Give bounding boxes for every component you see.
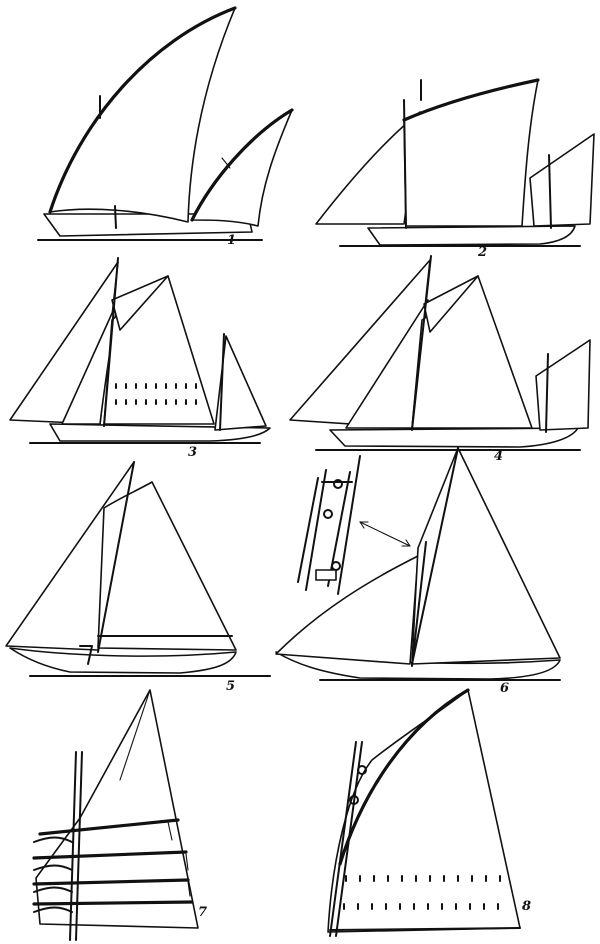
figure-1-lateen-rig: 1 <box>37 6 294 248</box>
figure-4-gaff-topsail <box>423 275 479 333</box>
figure-1-mizzen-yard <box>190 108 294 222</box>
figure-8-lower-traveller <box>349 795 359 805</box>
figure-6-detail-clamp <box>315 569 337 581</box>
figure-7-sheets <box>119 689 191 897</box>
figure-4-mizzen-sail <box>535 339 591 431</box>
figure-1-main-sail <box>49 7 236 223</box>
figure-6-detail-spar-b <box>305 469 327 591</box>
figure-6-detail-spar-a <box>297 477 319 583</box>
figure-1-mizzen-mast <box>221 157 231 169</box>
figure-1-mast-stub <box>114 205 117 229</box>
figure-4-yawl-rig: 4 <box>289 255 591 464</box>
figure-2-main-mast <box>403 99 407 229</box>
figure-6-gunter-detail <box>297 455 361 595</box>
figure-4-number: 4 <box>494 449 503 464</box>
figure-7-battened-lug: 7 <box>32 689 207 941</box>
figure-6-detail-sheave-mid <box>323 509 333 519</box>
figure-6-number: 6 <box>500 681 509 696</box>
figure-6-topmast <box>411 447 459 665</box>
figure-6-pointer-arrowheads <box>359 521 411 547</box>
figure-3-mizzen-mast <box>219 333 225 431</box>
figure-6-gunter-sloop: 6 <box>275 447 561 696</box>
figure-2-number: 2 <box>477 245 487 260</box>
figure-2-mizzen-sail <box>529 133 595 227</box>
figure-6-main-sail <box>411 447 561 665</box>
figure-7-batten-4 <box>32 900 194 906</box>
figure-7-batten-3 <box>32 878 190 886</box>
figure-8-sail <box>327 689 521 933</box>
figure-4-main-mast <box>411 255 432 431</box>
figure-2-main-yard <box>402 78 540 122</box>
figure-2-mizzen-mast <box>548 154 552 229</box>
figure-3-reef-points <box>115 383 197 405</box>
figure-8-boom <box>329 927 521 931</box>
figure-4-hull <box>329 427 579 448</box>
figure-6-detail-sheave-low <box>331 561 341 571</box>
figure-3-main-mast <box>103 257 119 427</box>
figure-4-main-sail <box>411 275 533 429</box>
figure-8-number: 8 <box>522 899 531 914</box>
figure-8-mast-a <box>329 741 357 937</box>
figure-2-main-sail <box>403 79 539 227</box>
figure-5-hull <box>9 647 237 674</box>
figure-8-reef-points <box>343 875 501 910</box>
figure-8-upper-traveller <box>357 765 367 775</box>
figure-5-mast <box>97 461 135 653</box>
figure-5-gaff-sloop: 5 <box>5 461 271 694</box>
figure-6-detail-spar-d <box>337 455 361 595</box>
figure-5-main-sail <box>97 481 237 651</box>
figure-7-number: 7 <box>198 905 207 920</box>
figure-5-number: 5 <box>226 679 235 694</box>
figure-6-jib <box>275 555 419 665</box>
figure-5-centreboard <box>79 645 93 665</box>
figure-7-mast-b <box>75 751 83 941</box>
figure-1-mizzen-sail <box>191 109 293 227</box>
figure-3-gaff-topsail <box>111 275 169 331</box>
figure-8-sliding-gunter: 8 <box>327 688 531 937</box>
figure-6-pointer-line <box>359 521 411 547</box>
figure-6-detail-sheave-top <box>333 479 343 489</box>
figure-7-parrels <box>33 836 73 913</box>
figure-1-number: 1 <box>227 233 236 248</box>
figure-3-number: 3 <box>188 445 197 460</box>
figure-3-mizzen-sail <box>214 335 267 431</box>
figure-7-batten-2 <box>32 850 188 860</box>
figure-2-lugger-rig: 2 <box>315 78 595 260</box>
figure-7-sail <box>35 689 199 929</box>
figure-1-main-yard <box>48 6 237 214</box>
figure-6-mast <box>411 541 427 667</box>
figure-4-mizzen-mast <box>545 353 549 433</box>
figure-7-mast-a <box>69 751 77 941</box>
figure-2-hull <box>367 225 576 246</box>
figure-8-mast-b <box>335 741 363 937</box>
figure-7-batten-1 <box>38 818 180 836</box>
figure-3-ketch-rig: 3 <box>9 257 271 460</box>
